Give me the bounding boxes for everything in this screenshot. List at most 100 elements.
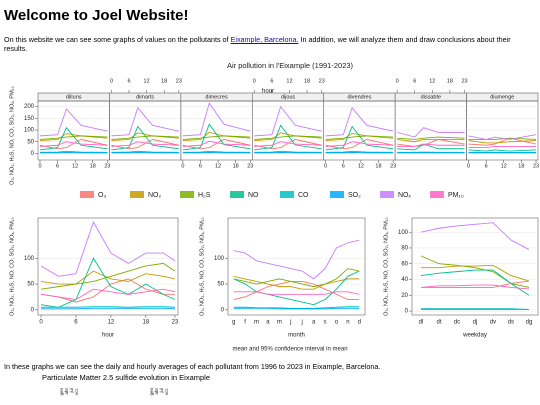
x-tick-label: m	[254, 320, 259, 326]
series-line	[254, 135, 322, 140]
legend-swatch	[130, 191, 144, 198]
series-line	[397, 138, 465, 143]
legend-swatch	[280, 191, 294, 198]
series-line	[40, 278, 175, 303]
intro: On this website we can see some graphs o…	[4, 35, 534, 53]
series-line	[111, 141, 179, 147]
panel-box	[411, 217, 539, 316]
x-tick-label: 12	[72, 163, 78, 169]
series-line	[233, 270, 360, 306]
series-line	[420, 255, 530, 288]
series-line	[182, 140, 251, 147]
x-tick-label: f	[244, 320, 246, 326]
legend-label: SO₂	[348, 192, 361, 199]
series-line	[40, 262, 176, 290]
x-tick-label: 23	[533, 163, 539, 169]
series-line	[397, 138, 465, 147]
y-axis-label: O₃, NO₂, H₂S, NO, CO, SO₂, NOₓ, PM₁₀	[9, 216, 15, 315]
legend-label: O₃	[98, 192, 106, 199]
series-line	[468, 137, 537, 140]
legend-label: NO₂	[148, 192, 162, 199]
y-tick-label: 50	[27, 282, 34, 288]
legend-swatch	[80, 191, 94, 198]
series-line	[39, 126, 108, 151]
series-line	[397, 127, 465, 138]
y-tick-label: 40	[401, 277, 408, 283]
series-line	[233, 281, 360, 300]
series-line	[40, 270, 176, 285]
x-tick-label: 0	[110, 78, 113, 84]
x-tick-label: dt	[436, 320, 441, 326]
x-tick-label: 23	[390, 163, 396, 169]
strip-label: dilluns	[66, 94, 82, 100]
x-tick-label: dv	[490, 320, 496, 326]
series-line	[325, 150, 394, 153]
x-tick-label: 6	[74, 320, 78, 326]
series-line	[421, 308, 530, 310]
panel-box	[37, 217, 179, 316]
series-line	[182, 138, 251, 150]
strip-label: dijous	[281, 94, 296, 100]
x-tick-label: 12	[215, 163, 221, 169]
mini-axis-label: jul	[159, 388, 164, 394]
x-tick-label: 18	[518, 163, 524, 169]
series-line	[325, 141, 394, 147]
x-tick-label: 18	[143, 320, 150, 326]
x-tick-label: a	[266, 320, 270, 326]
x-tick-label: 18	[90, 163, 96, 169]
x-tick-label: 0	[38, 163, 41, 169]
location-link[interactable]: Eixample, Barcelona.	[230, 35, 299, 44]
series-line	[397, 136, 465, 140]
x-axis-label: weekday	[462, 333, 487, 339]
x-tick-label: g	[232, 320, 235, 326]
strip-label: divendres	[347, 94, 371, 100]
legend-swatch	[230, 191, 244, 198]
x-tick-label: 12	[286, 78, 292, 84]
chart-title: Air pollution in l'Eixample (1991-2023)	[227, 61, 354, 70]
legend-label: NO	[248, 192, 259, 199]
series-line	[325, 138, 394, 150]
x-tick-label: 12	[144, 78, 150, 84]
mini-axis-label: abr	[64, 388, 69, 395]
x-tick-label: ds	[508, 320, 514, 326]
series-line	[325, 106, 394, 137]
series-line	[111, 138, 179, 150]
legend-swatch	[430, 191, 444, 198]
legend-label: H₂S	[198, 192, 211, 199]
x-tick-label: 23	[462, 78, 468, 84]
panel-box	[323, 100, 396, 161]
series-line	[254, 138, 322, 150]
x-tick-label: 6	[342, 163, 345, 169]
series-line	[182, 123, 251, 151]
series-line	[254, 124, 322, 151]
panel-box	[251, 100, 325, 161]
y-tick-label: 50	[217, 282, 224, 288]
x-tick-label: 23	[247, 163, 253, 169]
series-line	[39, 108, 108, 137]
mini-axis-label: abr	[154, 388, 159, 395]
x-tick-label: 6	[127, 78, 130, 84]
y-tick-label: 150	[24, 116, 35, 122]
x-tick-label: j	[289, 320, 291, 326]
x-tick-label: 0	[253, 78, 256, 84]
x-tick-label: 18	[304, 78, 310, 84]
series-line	[111, 135, 179, 140]
series-line	[233, 306, 360, 309]
mini-axis-label: jul	[69, 388, 74, 394]
mini-axis-label: oct.	[74, 388, 79, 395]
y-axis-label: O₃, NO₂, H₂S, NO, CO, SO₂, NOₓ, PM₁₀	[199, 216, 205, 315]
x-tick-label: 18	[447, 78, 453, 84]
legend-label: CO	[298, 192, 309, 199]
series-line	[39, 135, 108, 140]
x-tick-label: 18	[161, 78, 167, 84]
page-title: Welcome to Joel Website!	[4, 7, 189, 24]
x-tick-label: 12	[358, 163, 364, 169]
x-tick-label: 18	[233, 163, 239, 169]
series-line	[41, 306, 176, 308]
strip-label: dimecres	[205, 94, 228, 100]
x-tick-label: 0	[396, 78, 399, 84]
x-tick-label: 0	[324, 163, 327, 169]
strip-label: dimarts	[136, 94, 154, 100]
x-tick-label: 6	[485, 163, 488, 169]
